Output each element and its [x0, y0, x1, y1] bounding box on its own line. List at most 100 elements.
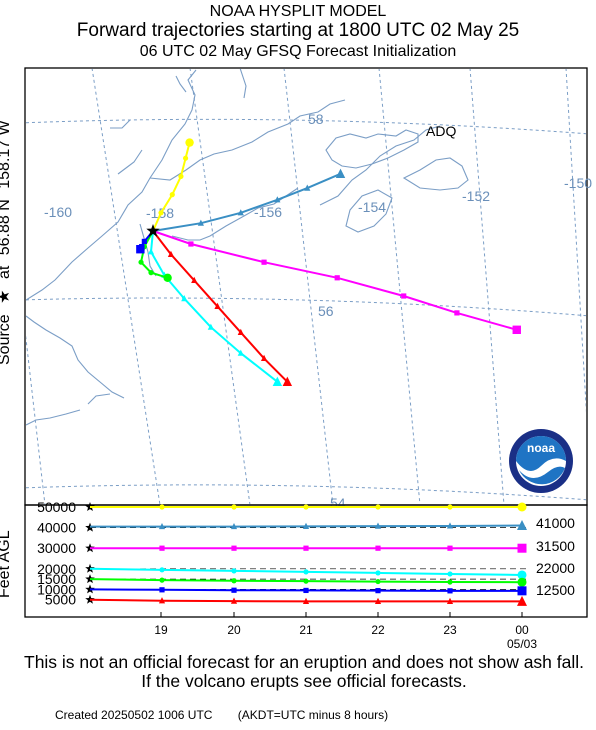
meridian-line: [283, 69, 334, 504]
trajectory-point: [169, 192, 175, 198]
trajectory-point: [237, 209, 244, 216]
time-tick-label: 23: [443, 623, 457, 637]
parallel-line: [26, 297, 586, 317]
coastline-segment: [26, 69, 197, 301]
meridian-line: [565, 69, 586, 413]
trajectory-line: [152, 230, 289, 383]
source-word: Source: [0, 314, 13, 365]
coastline-segment: [110, 119, 131, 129]
trajectory-point: [147, 248, 155, 255]
altitude-point: [303, 569, 309, 575]
altitude-point: [517, 570, 527, 580]
trajectory-point: [207, 323, 214, 330]
map-graticule: [26, 69, 586, 504]
coastline-segment: [402, 157, 469, 191]
trajectory-point: [304, 184, 311, 191]
altitude-point: [517, 586, 527, 596]
altitude-point: [231, 578, 237, 584]
trajectory-line: [152, 172, 341, 232]
time-tick-label: 20: [227, 623, 241, 637]
altitude-point: [158, 597, 166, 604]
altitude-point: [446, 597, 454, 604]
altitude-point: [375, 588, 381, 594]
altitude-tick-label: 15000: [37, 571, 76, 587]
altitude-point: [446, 522, 454, 529]
trajectory-line: [152, 142, 191, 232]
place-label-adq: ADQ: [426, 123, 456, 139]
altitude-point: [447, 504, 453, 510]
trajectory-point: [237, 349, 244, 356]
altitude-tick-label: 10000: [37, 581, 76, 597]
altitude-point: [231, 568, 237, 574]
meridian-line: [469, 69, 505, 504]
altitude-point: [231, 587, 237, 593]
coastline-segment: [345, 189, 393, 233]
altitude-point: [375, 504, 381, 510]
timezone-note: (AKDT=UTC minus 8 hours): [237, 708, 389, 722]
trajectory-point: [282, 376, 293, 386]
altitude-source-star: [85, 563, 95, 573]
altitude-point: [303, 504, 309, 510]
latitude-label: 58: [308, 111, 324, 127]
altitude-point: [447, 545, 453, 551]
longitude-label: -152: [462, 188, 490, 204]
source-latitude: 56.88 N: [0, 199, 13, 256]
coastline-segment: [87, 393, 111, 405]
trajectory-point: [454, 310, 460, 316]
altitude-right-label: 12500: [536, 582, 575, 598]
altitude-point: [447, 579, 453, 585]
altitude-tick-label: 50000: [37, 499, 76, 515]
trajectory-point: [182, 155, 189, 161]
trajectory-point: [163, 273, 172, 282]
altitude-point: [159, 587, 165, 593]
trajectory-point: [274, 196, 281, 203]
source-location-label: Source ★ at 56.88 N 158.17 W: [0, 120, 14, 365]
trajectory-point: [191, 276, 198, 283]
trajectory-point: [335, 168, 346, 178]
trajectory-point: [138, 259, 144, 265]
altitude-source-star: [85, 584, 95, 594]
altitude-right-label: 41000: [536, 515, 575, 531]
time-tick-label: 00: [515, 623, 529, 637]
coastline-segment: [175, 75, 187, 93]
altitude-right-label: 31500: [536, 538, 575, 554]
meridian-line: [189, 69, 251, 504]
time-tick-label: 19: [154, 623, 168, 637]
altitude-source-star: [85, 594, 95, 604]
parallel-line: [26, 484, 586, 501]
altitude-point: [517, 577, 527, 587]
trajectory-point: [158, 210, 164, 216]
altitude-point: [231, 504, 237, 510]
coastline-segment: [149, 99, 346, 181]
trajectory-point: [237, 328, 244, 335]
altitude-point: [517, 595, 527, 606]
coastline-segment: [26, 315, 125, 399]
altitude-tick-label: 20000: [37, 561, 76, 577]
latitude-label: 56: [318, 303, 334, 319]
chart-title: Forward trajectories starting at 1800 UT…: [76, 20, 520, 41]
altitude-point: [517, 520, 527, 531]
noaa-logo: noaa: [509, 429, 573, 493]
trajectory-point: [272, 376, 283, 386]
altitude-point: [302, 522, 310, 529]
trajectory-point: [261, 259, 267, 265]
trajectory-point: [181, 295, 188, 302]
altitude-point: [517, 543, 527, 553]
longitude-label: -160: [44, 204, 72, 220]
source-longitude: 158.17 W: [0, 120, 13, 189]
trajectory-point: [141, 238, 147, 244]
altitude-point: [158, 522, 166, 530]
longitude-label: -154: [358, 199, 386, 215]
parallel-line: [26, 118, 586, 135]
logo-sky: [516, 436, 566, 471]
altitude-point: [375, 545, 381, 551]
created-timestamp: Created 20250502 1006 UTC: [55, 708, 213, 722]
altitude-point: [231, 545, 237, 551]
coastline-segment: [117, 149, 143, 175]
trajectory-point: [188, 241, 194, 247]
altitude-point: [159, 577, 165, 583]
time-date-label: 05/03: [507, 637, 537, 651]
